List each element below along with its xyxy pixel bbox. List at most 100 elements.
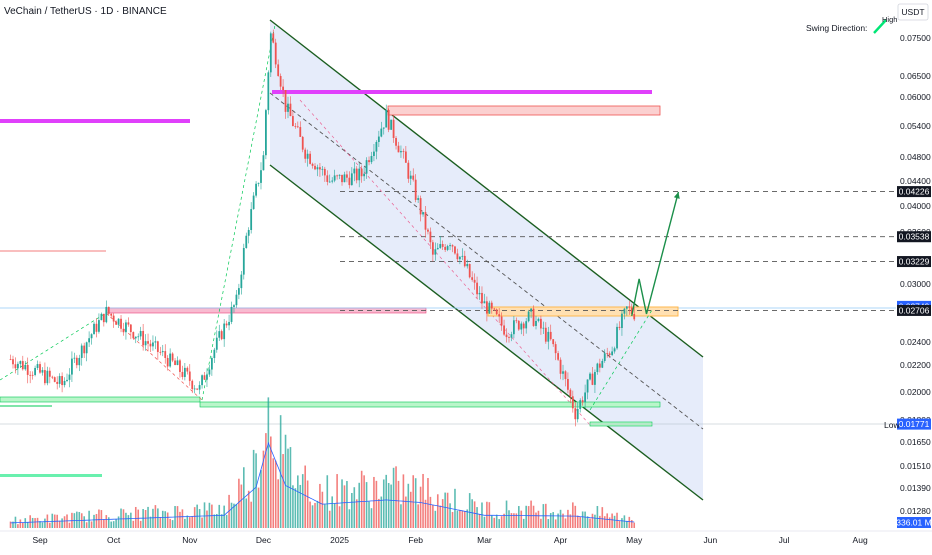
- candle-body: [407, 162, 410, 179]
- candle-body: [424, 212, 427, 230]
- candle-body: [606, 353, 609, 354]
- volume-bar: [348, 509, 351, 528]
- candle-body: [304, 149, 307, 159]
- candle-body: [370, 155, 373, 163]
- volume-bar: [203, 502, 206, 528]
- volume-bar: [451, 511, 454, 528]
- candle-body: [500, 316, 503, 326]
- volume-bar: [611, 513, 613, 528]
- candle-body: [427, 229, 429, 232]
- candle-body: [63, 380, 66, 386]
- candle-body: [623, 308, 626, 314]
- volume-ma-line: [10, 441, 635, 524]
- candle-body: [328, 181, 331, 183]
- candle-body: [179, 360, 181, 372]
- candle-body: [186, 367, 189, 372]
- price-axis-panel[interactable]: [896, 0, 932, 550]
- volume-bar: [559, 509, 562, 528]
- volume-bar: [154, 505, 157, 528]
- volume-bar: [274, 460, 277, 528]
- volume-bar: [387, 482, 390, 528]
- time-tick-label: 2025: [330, 535, 349, 545]
- volume-bar: [215, 513, 218, 528]
- volume-bar: [240, 484, 243, 528]
- candle-body: [350, 173, 353, 186]
- candle-body: [633, 314, 636, 320]
- candle-body: [14, 364, 17, 369]
- candle-body: [608, 353, 611, 356]
- volume-bar: [17, 524, 19, 528]
- candle-body: [314, 165, 316, 170]
- candle-body: [188, 371, 191, 381]
- volume-bar: [49, 522, 51, 528]
- volume-bar: [436, 494, 439, 528]
- candle-body: [348, 177, 351, 186]
- volume-bar: [58, 520, 61, 528]
- volume-bar: [233, 503, 235, 528]
- candle-body: [183, 367, 186, 377]
- volume-bar: [522, 518, 525, 528]
- time-tick-label: Feb: [408, 535, 423, 545]
- volume-bar: [22, 522, 24, 528]
- volume-bar: [157, 508, 159, 528]
- candle-body: [164, 351, 167, 358]
- volume-bar: [78, 511, 81, 528]
- candle-body: [444, 246, 447, 250]
- volume-bar: [230, 502, 233, 528]
- candle-body: [31, 374, 34, 376]
- candle-body: [240, 274, 243, 289]
- candle-body: [129, 324, 132, 333]
- candle-body: [621, 313, 623, 328]
- volume-bar: [424, 499, 427, 528]
- volume-bar: [220, 514, 223, 528]
- volume-bar: [36, 517, 39, 528]
- candle-body: [21, 361, 24, 370]
- volume-bar: [569, 514, 572, 528]
- time-tick-label: Apr: [554, 535, 567, 545]
- candle-body: [540, 318, 542, 329]
- candle-body: [341, 174, 343, 183]
- volume-bar: [39, 521, 41, 528]
- volume-bar: [299, 484, 302, 528]
- candle-body: [431, 242, 434, 255]
- volume-bar: [373, 476, 375, 528]
- volume-bar: [397, 480, 400, 528]
- candle-body: [311, 163, 314, 166]
- candle-body: [395, 137, 397, 146]
- volume-bar: [107, 517, 110, 528]
- candle-body: [274, 42, 277, 65]
- candle-body: [515, 320, 518, 322]
- volume-bar: [530, 500, 532, 528]
- candle-body: [78, 357, 81, 366]
- volume-bar: [623, 515, 626, 528]
- volume-bar: [365, 482, 368, 528]
- candle-body: [203, 375, 206, 380]
- volume-bar: [355, 499, 358, 528]
- volume-bar: [284, 434, 287, 528]
- candle-body: [476, 282, 478, 295]
- candle-body: [220, 331, 223, 340]
- candle-body: [90, 334, 93, 339]
- fib-dashed-line: [299, 99, 591, 426]
- price-label-badge: [897, 231, 931, 243]
- resistance-zone-top: [387, 105, 661, 116]
- candle-body: [520, 323, 523, 330]
- candle-body: [343, 174, 346, 183]
- volume-bar: [100, 510, 103, 528]
- candle-body: [417, 198, 420, 200]
- candle-body: [267, 72, 270, 111]
- candle-body: [603, 353, 606, 361]
- volume-bar: [621, 518, 623, 528]
- candle-body: [517, 320, 520, 330]
- candle-body: [574, 408, 577, 420]
- volume-bar: [336, 474, 338, 528]
- currency-button[interactable]: [897, 3, 929, 21]
- candle-body: [196, 388, 199, 390]
- candle-body: [169, 353, 172, 367]
- candle-body: [154, 341, 157, 343]
- volume-bar: [169, 518, 171, 528]
- candle-body: [422, 212, 424, 215]
- candle-body: [562, 371, 564, 374]
